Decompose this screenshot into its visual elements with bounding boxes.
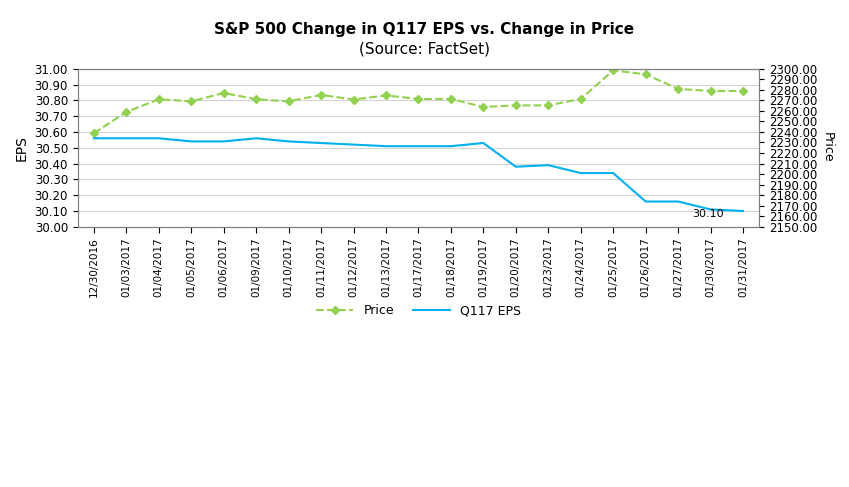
Q117 EPS — [640, 199, 650, 205]
Q117 EPS — [121, 135, 132, 141]
Price — [543, 102, 554, 108]
Price — [218, 90, 228, 96]
Q117 EPS — [543, 162, 554, 168]
Y-axis label: EPS: EPS — [15, 135, 29, 161]
Q117 EPS — [154, 135, 164, 141]
Legend: Price, Q117 EPS: Price, Q117 EPS — [311, 300, 526, 322]
Price — [348, 96, 358, 102]
Q117 EPS — [673, 199, 683, 205]
Q117 EPS — [284, 138, 294, 144]
Price — [511, 102, 521, 108]
Price — [576, 96, 586, 102]
Q117 EPS — [706, 206, 716, 212]
Q117 EPS — [89, 135, 99, 141]
Price — [738, 88, 748, 94]
Q117 EPS — [186, 138, 196, 144]
Text: S&P 500 Change in Q117 EPS vs. Change in Price: S&P 500 Change in Q117 EPS vs. Change in… — [215, 22, 634, 37]
Price — [413, 96, 424, 102]
Price — [316, 92, 326, 98]
Price — [608, 68, 618, 74]
Q117 EPS — [608, 170, 618, 176]
Price — [640, 72, 650, 77]
Text: (Source: FactSet): (Source: FactSet) — [359, 41, 490, 56]
Price — [673, 86, 683, 92]
Q117 EPS — [738, 208, 748, 214]
Price — [251, 96, 261, 102]
Q117 EPS — [413, 143, 424, 149]
Q117 EPS — [316, 140, 326, 146]
Y-axis label: Price: Price — [821, 132, 834, 163]
Q117 EPS — [446, 143, 456, 149]
Price — [284, 98, 294, 104]
Price — [89, 130, 99, 136]
Price — [121, 109, 132, 115]
Q117 EPS — [576, 170, 586, 176]
Q117 EPS — [478, 140, 488, 146]
Text: 30.10: 30.10 — [692, 208, 723, 219]
Q117 EPS — [511, 164, 521, 169]
Q117 EPS — [251, 135, 261, 141]
Q117 EPS — [348, 142, 358, 148]
Price — [381, 93, 391, 98]
Line: Q117 EPS: Q117 EPS — [94, 138, 743, 211]
Price — [186, 98, 196, 104]
Price — [154, 96, 164, 102]
Price — [446, 96, 456, 102]
Q117 EPS — [218, 138, 228, 144]
Line: Price: Price — [91, 68, 745, 136]
Price — [706, 88, 716, 94]
Q117 EPS — [381, 143, 391, 149]
Price — [478, 104, 488, 110]
